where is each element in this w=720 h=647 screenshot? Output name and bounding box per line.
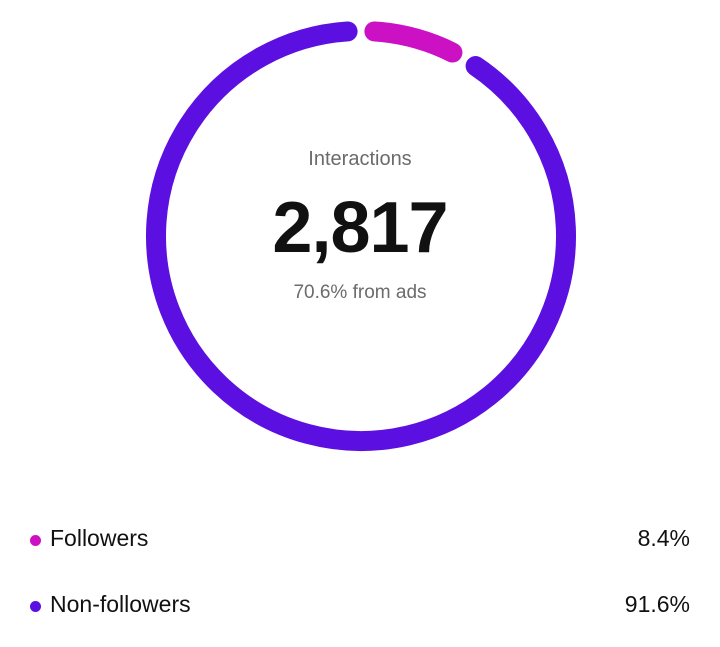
legend-label-non-followers: Non-followers: [50, 591, 191, 617]
donut-svg: [146, 21, 576, 451]
donut-segment-followers: [364, 21, 463, 63]
donut-segment-non-followers: [146, 21, 576, 451]
legend-item-followers: Followers 8.4%: [30, 515, 690, 581]
metric-label: Interactions: [308, 148, 412, 170]
legend-value-non-followers: 91.6%: [624, 591, 690, 617]
legend-label-followers: Followers: [50, 525, 149, 551]
legend-value-followers: 8.4%: [637, 525, 690, 551]
metric-subtext: 70.6% from ads: [293, 282, 427, 303]
legend-item-non-followers: Non-followers 91.6%: [30, 581, 690, 647]
followers-dot-icon: [30, 535, 41, 546]
non-followers-dot-icon: [30, 601, 41, 612]
metric-value: 2,817: [272, 188, 448, 268]
interactions-donut-chart: Interactions 2,817 70.6% from ads: [146, 21, 576, 451]
legend: Followers 8.4% Non-followers 91.6%: [30, 515, 690, 647]
